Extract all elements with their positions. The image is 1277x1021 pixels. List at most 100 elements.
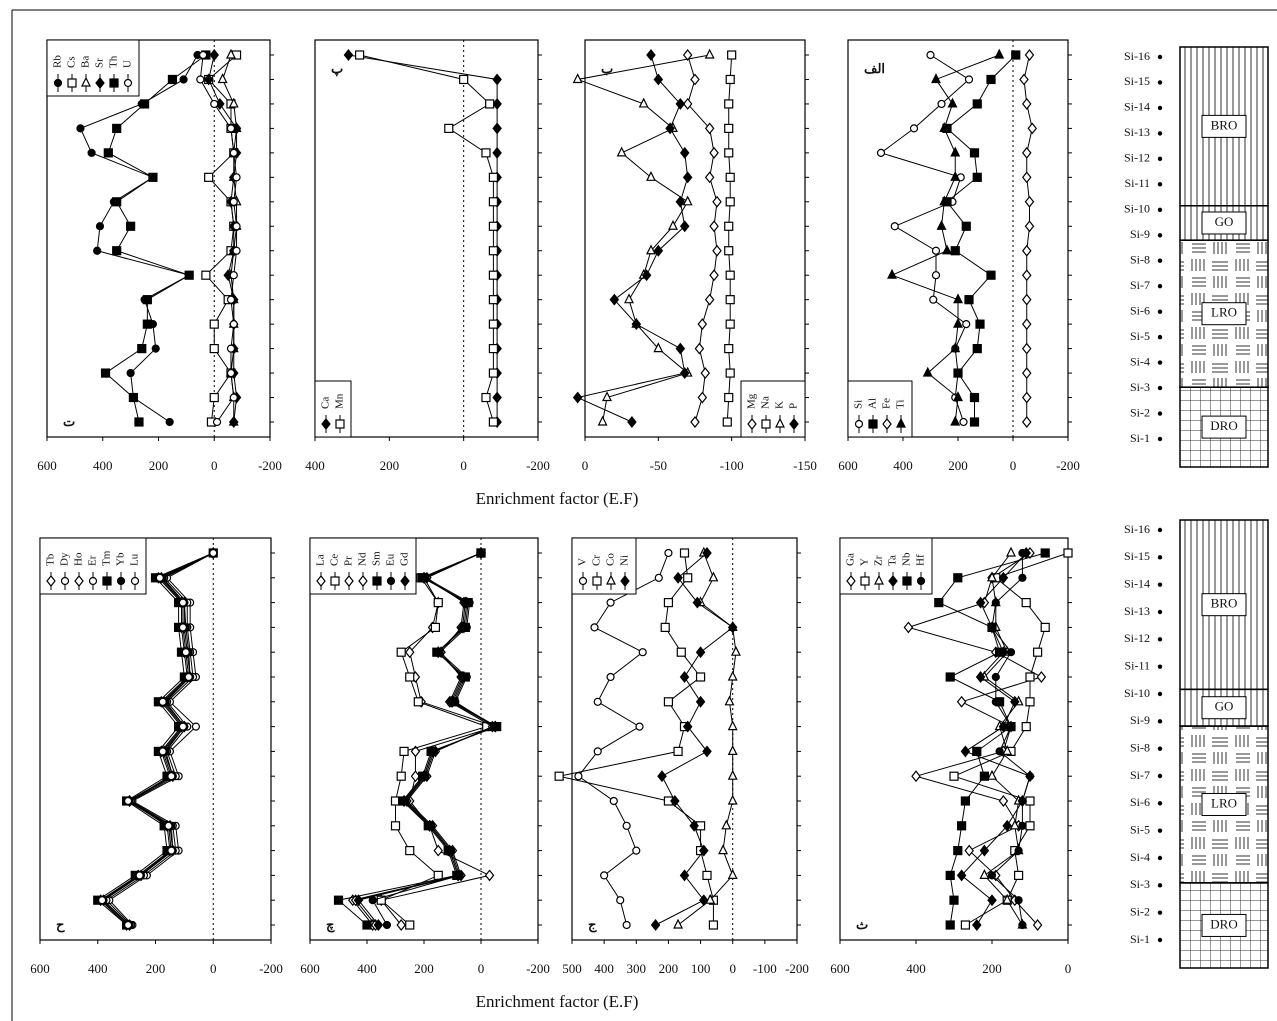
- marker: [142, 319, 152, 329]
- x-tick-label: -200: [259, 961, 283, 976]
- sample-label: Si-6: [1130, 303, 1150, 317]
- marker: [682, 171, 693, 184]
- legend-label: Cs: [66, 56, 78, 68]
- marker: [725, 270, 735, 280]
- sample-dot: [1157, 773, 1163, 779]
- legend-label: Co: [605, 553, 617, 566]
- series-line: [105, 552, 214, 926]
- marker: [1063, 548, 1073, 558]
- marker: [158, 697, 167, 706]
- marker: [987, 894, 997, 907]
- marker: [191, 722, 201, 731]
- legend-label: Ti: [895, 400, 907, 409]
- marker: [936, 219, 947, 230]
- series-line: [952, 552, 1069, 926]
- marker: [488, 197, 498, 207]
- marker: [724, 99, 734, 109]
- marker: [939, 195, 950, 206]
- marker: [116, 576, 126, 586]
- marker: [709, 269, 719, 282]
- legend: [314, 380, 352, 438]
- unit-label: DRO: [1210, 916, 1237, 931]
- marker: [679, 671, 690, 683]
- marker: [1006, 546, 1016, 557]
- marker: [488, 368, 498, 378]
- marker: [1032, 647, 1043, 657]
- marker: [922, 366, 933, 377]
- marker: [126, 368, 135, 378]
- legend-label: Na: [760, 396, 772, 409]
- marker: [457, 671, 468, 683]
- marker: [1036, 671, 1047, 683]
- sample-dot: [1157, 436, 1163, 442]
- marker: [178, 598, 188, 607]
- marker: [975, 319, 985, 329]
- marker: [167, 772, 176, 781]
- marker: [704, 48, 715, 59]
- marker: [1021, 342, 1032, 355]
- marker: [488, 172, 498, 182]
- sample-dot: [1157, 937, 1163, 943]
- marker: [986, 74, 996, 85]
- marker: [673, 918, 684, 929]
- series-line: [879, 54, 970, 423]
- legend-label: Fe: [881, 398, 893, 409]
- marker: [727, 794, 738, 805]
- marker: [986, 270, 996, 280]
- marker: [444, 844, 455, 857]
- marker: [148, 172, 158, 182]
- marker: [481, 392, 491, 403]
- marker: [860, 576, 870, 586]
- marker: [727, 720, 738, 731]
- marker: [854, 419, 864, 429]
- marker: [578, 576, 588, 586]
- series-line: [96, 552, 214, 926]
- marker: [1018, 821, 1027, 830]
- x-axis-label: Enrichment factor (E.F): [476, 992, 639, 1011]
- x-tick-label: 400: [305, 458, 325, 473]
- marker: [123, 920, 133, 930]
- unit-label-box: [1201, 114, 1247, 138]
- marker: [201, 270, 211, 280]
- marker: [724, 392, 734, 403]
- marker: [229, 393, 238, 402]
- marker: [987, 623, 997, 632]
- marker: [572, 391, 583, 404]
- marker: [668, 219, 678, 230]
- marker: [950, 415, 961, 426]
- marker: [446, 695, 456, 708]
- marker: [964, 844, 974, 857]
- marker: [646, 170, 656, 181]
- marker: [653, 244, 664, 257]
- marker: [382, 920, 392, 930]
- marker: [695, 672, 706, 682]
- sample-label: Si-16: [1124, 49, 1150, 63]
- marker: [376, 895, 386, 905]
- x-tick-label: 400: [93, 458, 113, 473]
- legend-label: Ta: [887, 555, 899, 566]
- marker: [100, 368, 111, 378]
- marker: [204, 172, 214, 182]
- series-line: [576, 54, 689, 423]
- marker: [724, 344, 734, 354]
- panel-label: ت: [63, 414, 75, 429]
- marker: [178, 722, 188, 731]
- panel-label: ب: [601, 61, 613, 76]
- marker: [490, 720, 501, 733]
- marker: [373, 919, 384, 931]
- marker: [945, 672, 955, 682]
- x-tick-label: -100: [720, 458, 744, 473]
- marker: [725, 319, 735, 329]
- marker: [488, 319, 498, 329]
- marker: [949, 771, 959, 781]
- marker: [1018, 573, 1027, 582]
- marker: [1006, 722, 1016, 731]
- marker: [670, 795, 680, 807]
- marker: [953, 293, 963, 304]
- marker: [705, 893, 716, 904]
- marker: [1006, 648, 1016, 657]
- marker: [399, 746, 409, 757]
- marker: [181, 648, 190, 657]
- marker: [727, 670, 738, 681]
- x-tick-label: 0: [460, 458, 467, 473]
